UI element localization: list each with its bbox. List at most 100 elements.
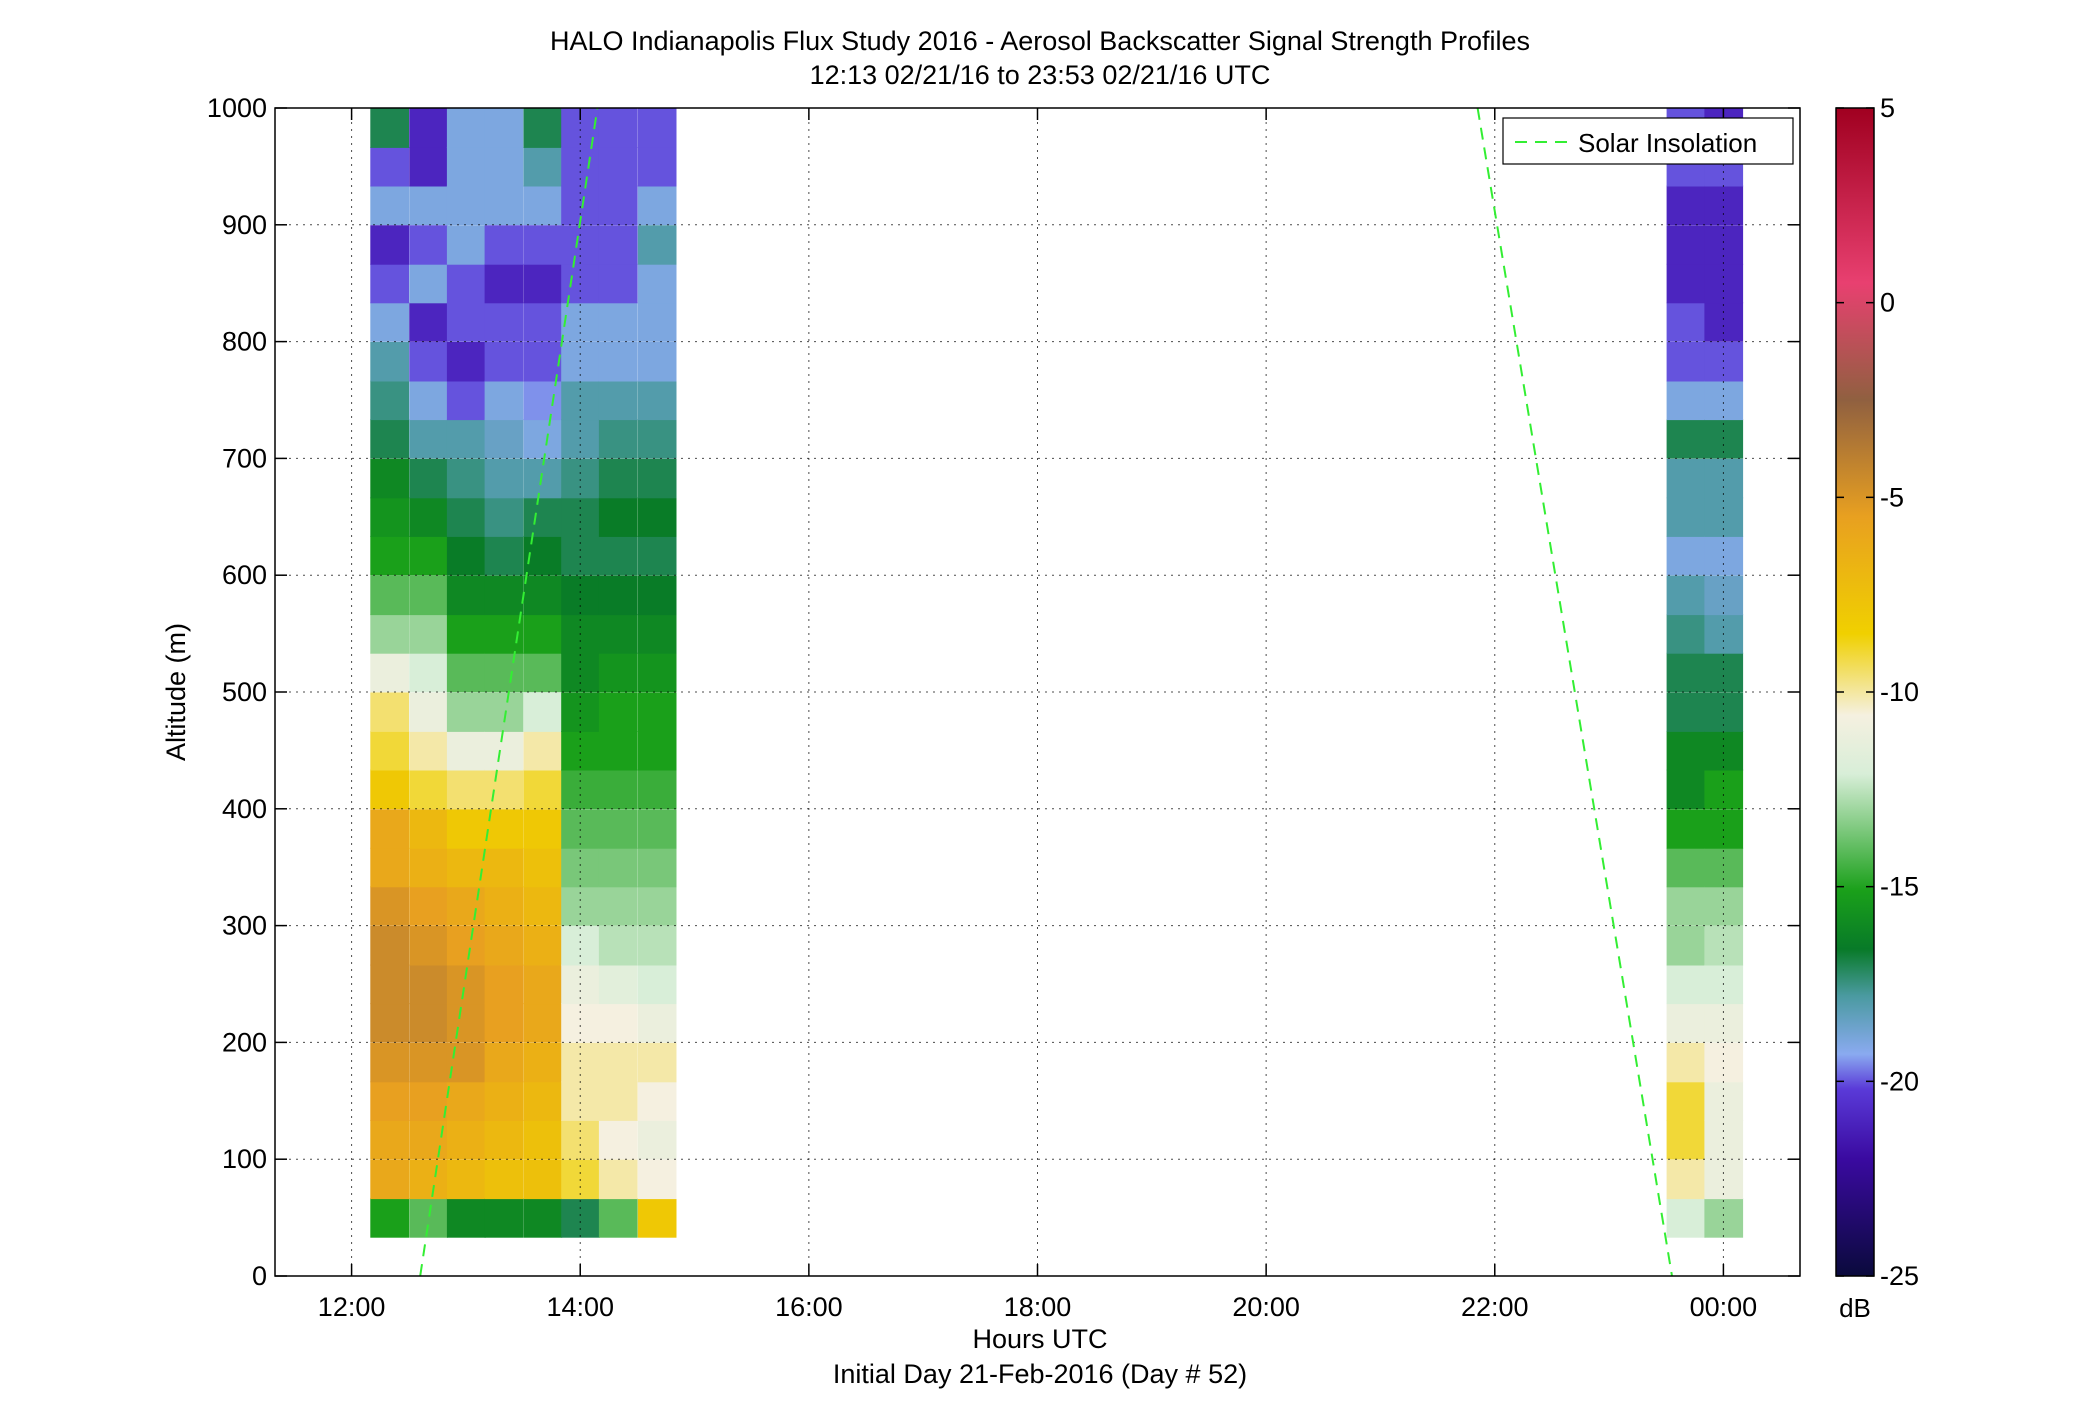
heatmap-cell [446,692,486,732]
heatmap-cell [409,185,448,225]
heatmap-cells [370,108,1744,1238]
x-axis-sublabel: Initial Day 21-Feb-2016 (Day # 52) [833,1359,1247,1389]
colorbar-tick-label: 5 [1880,93,1895,123]
heatmap-cell [370,1159,409,1200]
heatmap-cell [523,1159,563,1200]
heatmap-cell [561,380,600,421]
heatmap-cell [1666,652,1706,693]
heatmap-cell [484,1081,524,1121]
heatmap-cell [484,1119,524,1160]
heatmap-cell [1666,1198,1706,1238]
heatmap-cell [523,575,563,616]
heatmap-cell [409,575,448,616]
heatmap-cell [1704,380,1744,421]
y-tick-label: 1000 [207,93,267,123]
heatmap-cell [598,847,638,888]
heatmap-cell [1666,1003,1706,1043]
heatmap-cell [446,652,486,693]
heatmap-cell [1666,886,1706,926]
heatmap-cell [446,1198,486,1238]
heatmap-cell [637,1081,677,1121]
heatmap-cell [637,225,677,265]
heatmap-cell [598,1081,638,1121]
heatmap-cell [598,108,638,148]
heatmap-cell [1704,1042,1744,1083]
heatmap-cell [370,926,409,966]
colorbar-tick-label: 0 [1880,288,1895,318]
heatmap-cell [370,225,409,265]
heatmap-cell [484,1042,524,1083]
heatmap-cell [446,147,486,187]
legend-box [1502,117,1794,165]
heatmap-cell [409,692,448,732]
heatmap-cell [409,1119,448,1160]
heatmap-cell [1704,185,1744,225]
heatmap-cell [1666,1042,1706,1083]
heatmap-cell [561,1198,600,1238]
heatmap-cell [637,419,677,459]
heatmap-cell [409,108,448,148]
heatmap-cell [1704,535,1744,576]
heatmap-cell [446,575,486,616]
heatmap-cell [523,926,563,966]
heatmap-cell [370,108,409,148]
heatmap-cell [446,1003,486,1043]
chart-subtitle: 12:13 02/21/16 to 23:53 02/21/16 UTC [810,60,1271,90]
heatmap-cell [446,419,486,459]
heatmap-cell [637,458,677,499]
heatmap-cell [598,731,638,771]
heatmap-cell [370,652,409,693]
heatmap-cell [484,1003,524,1043]
y-tick-label: 500 [222,677,267,707]
heatmap-cell [370,1119,409,1160]
heatmap-cell [1704,1081,1744,1121]
heatmap-cell [598,225,638,265]
heatmap-cell [1666,185,1706,225]
heatmap-cell [409,147,448,187]
heatmap-cell [598,302,638,342]
y-tick-label: 900 [222,210,267,240]
heatmap-cell [1666,419,1706,459]
heatmap-cell [484,809,524,849]
heatmap-cell [637,1003,677,1043]
heatmap-cell [637,886,677,926]
heatmap-cell [637,769,677,809]
heatmap-cell [561,1003,600,1043]
heatmap-cell [409,1042,448,1083]
heatmap-cell [1666,263,1706,304]
heatmap-cell [561,535,600,576]
heatmap-cell [523,380,563,421]
heatmap-cell [1704,497,1744,537]
heatmap-cell [637,1198,677,1238]
heatmap-cell [1666,809,1706,849]
heatmap-cell [409,419,448,459]
heatmap-cell [370,886,409,926]
heatmap-cell [523,809,563,849]
heatmap-cell [523,614,563,654]
heatmap-cell [484,263,524,304]
heatmap-cell [370,692,409,732]
x-tick-label: 00:00 [1690,1292,1758,1322]
heatmap-cell [1666,926,1706,966]
heatmap-cell [1666,1159,1706,1200]
heatmap-cell [446,1081,486,1121]
heatmap-cell [598,769,638,809]
heatmap-cell [409,1003,448,1043]
heatmap-cell [484,458,524,499]
heatmap-cell [484,1159,524,1200]
x-tick-label: 20:00 [1232,1292,1300,1322]
heatmap-cell [561,575,600,616]
x-tick-label: 22:00 [1461,1292,1529,1322]
heatmap-cell [446,809,486,849]
y-axis-label: Altitude (m) [161,623,191,761]
heatmap-cell [409,614,448,654]
heatmap-cell [598,652,638,693]
heatmap-cell [1704,1198,1744,1238]
heatmap-cell [370,575,409,616]
heatmap-cell [370,380,409,421]
solar-insolation-line [1476,107,1673,1277]
heatmap-cell [484,225,524,265]
colorbar-ticks: 5 0 -5 -10 -15 -20 -25 [1836,93,1919,1291]
heatmap-cell [1666,458,1706,499]
heatmap-cell [523,458,563,499]
